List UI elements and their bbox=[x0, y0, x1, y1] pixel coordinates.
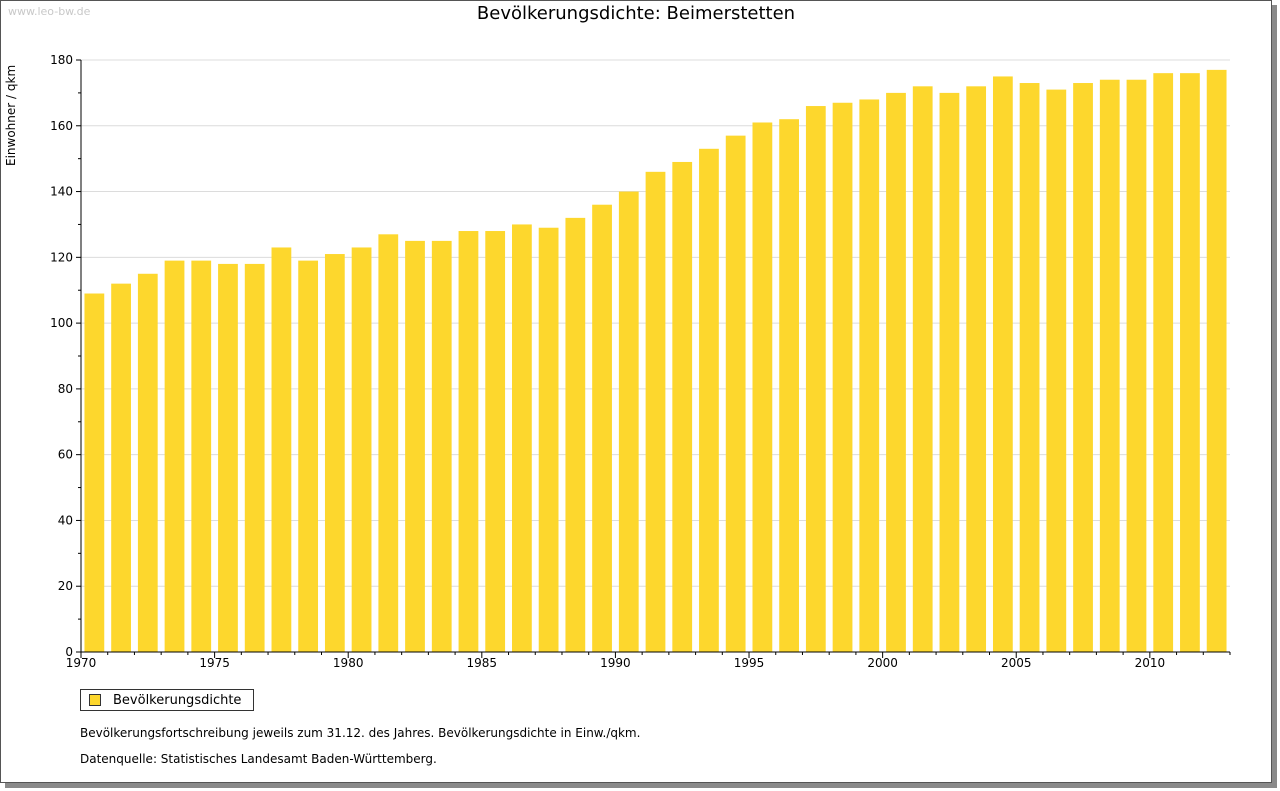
chart-title: Bevölkerungsdichte: Beimerstetten bbox=[476, 3, 796, 24]
y-tick-label: 60 bbox=[58, 448, 73, 462]
bar-2004 bbox=[992, 76, 1013, 652]
bar-1979 bbox=[324, 254, 345, 653]
bar-2008 bbox=[1099, 79, 1120, 652]
bar-1984 bbox=[458, 231, 479, 652]
bar-1993 bbox=[699, 148, 719, 653]
bar-2001 bbox=[912, 86, 933, 653]
legend: Bevölkerungsdichte bbox=[80, 689, 255, 711]
legend-label: Bevölkerungsdichte bbox=[113, 692, 242, 708]
x-tick-label: 1995 bbox=[734, 656, 765, 670]
legend-swatch bbox=[89, 694, 101, 706]
y-tick-label: 160 bbox=[50, 119, 73, 133]
bar-1973 bbox=[164, 260, 185, 652]
bar-2002 bbox=[939, 92, 960, 652]
bar-1976 bbox=[244, 263, 265, 652]
bar-1995 bbox=[752, 122, 773, 652]
bar-1981 bbox=[378, 234, 399, 653]
footnote-description: Bevölkerungsfortschreibung jeweils zum 3… bbox=[80, 726, 641, 740]
bar-1983 bbox=[431, 240, 452, 652]
x-tick-label: 1990 bbox=[600, 656, 631, 670]
y-tick-label: 0 bbox=[65, 645, 73, 659]
bar-1977 bbox=[271, 247, 292, 652]
bar-2009 bbox=[1126, 79, 1147, 652]
bar-1987 bbox=[538, 227, 559, 652]
bar-1990 bbox=[618, 191, 639, 653]
bar-1991 bbox=[645, 171, 666, 653]
x-tick-label: 1980 bbox=[333, 656, 364, 670]
bar-1985 bbox=[485, 231, 506, 652]
bar-1986 bbox=[512, 224, 532, 652]
bar-1982 bbox=[405, 240, 425, 652]
bar-1996 bbox=[779, 119, 799, 652]
bar-2003 bbox=[966, 86, 987, 653]
bar-1997 bbox=[805, 106, 826, 653]
y-tick-label: 40 bbox=[58, 513, 73, 527]
y-tick-label: 120 bbox=[50, 250, 73, 264]
y-tick-label: 180 bbox=[50, 53, 73, 67]
bar-1971 bbox=[111, 283, 131, 652]
bar-2010 bbox=[1153, 73, 1174, 652]
bar-1975 bbox=[218, 263, 238, 652]
bar-2006 bbox=[1046, 89, 1067, 653]
bar-2000 bbox=[886, 92, 906, 652]
bar-2005 bbox=[1019, 83, 1040, 653]
x-tick-label: 2005 bbox=[1001, 656, 1032, 670]
bar-1992 bbox=[672, 161, 693, 652]
footnote-source: Datenquelle: Statistisches Landesamt Bad… bbox=[80, 752, 437, 766]
bar-2007 bbox=[1073, 83, 1093, 653]
bar-1980 bbox=[351, 247, 372, 652]
bar-1998 bbox=[832, 102, 853, 652]
bar-2012 bbox=[1206, 69, 1227, 652]
y-tick-label: 100 bbox=[50, 316, 73, 330]
x-tick-label: 2010 bbox=[1135, 656, 1166, 670]
x-tick-label: 2000 bbox=[867, 656, 898, 670]
x-tick-label: 1985 bbox=[467, 656, 498, 670]
x-tick-label: 1970 bbox=[66, 656, 97, 670]
bar-1989 bbox=[592, 204, 612, 652]
bar-2011 bbox=[1180, 73, 1200, 652]
bar-1970 bbox=[84, 293, 105, 652]
bar-1999 bbox=[859, 99, 880, 652]
bar-1978 bbox=[298, 260, 319, 652]
bar-1994 bbox=[725, 135, 746, 653]
watermark: www.leo-bw.de bbox=[8, 5, 91, 18]
bar-1988 bbox=[565, 217, 586, 652]
bar-chart: 0 20 40 60 80 100 120 140 160 180 1970 1975 1980 1985… bbox=[50, 53, 1231, 670]
x-tick-label: 1975 bbox=[199, 656, 230, 670]
y-tick-label: 20 bbox=[58, 579, 73, 593]
y-tick-label: 140 bbox=[50, 185, 73, 199]
y-tick-label: 80 bbox=[58, 382, 73, 396]
bar-1972 bbox=[137, 273, 158, 652]
bar-1974 bbox=[191, 260, 212, 652]
